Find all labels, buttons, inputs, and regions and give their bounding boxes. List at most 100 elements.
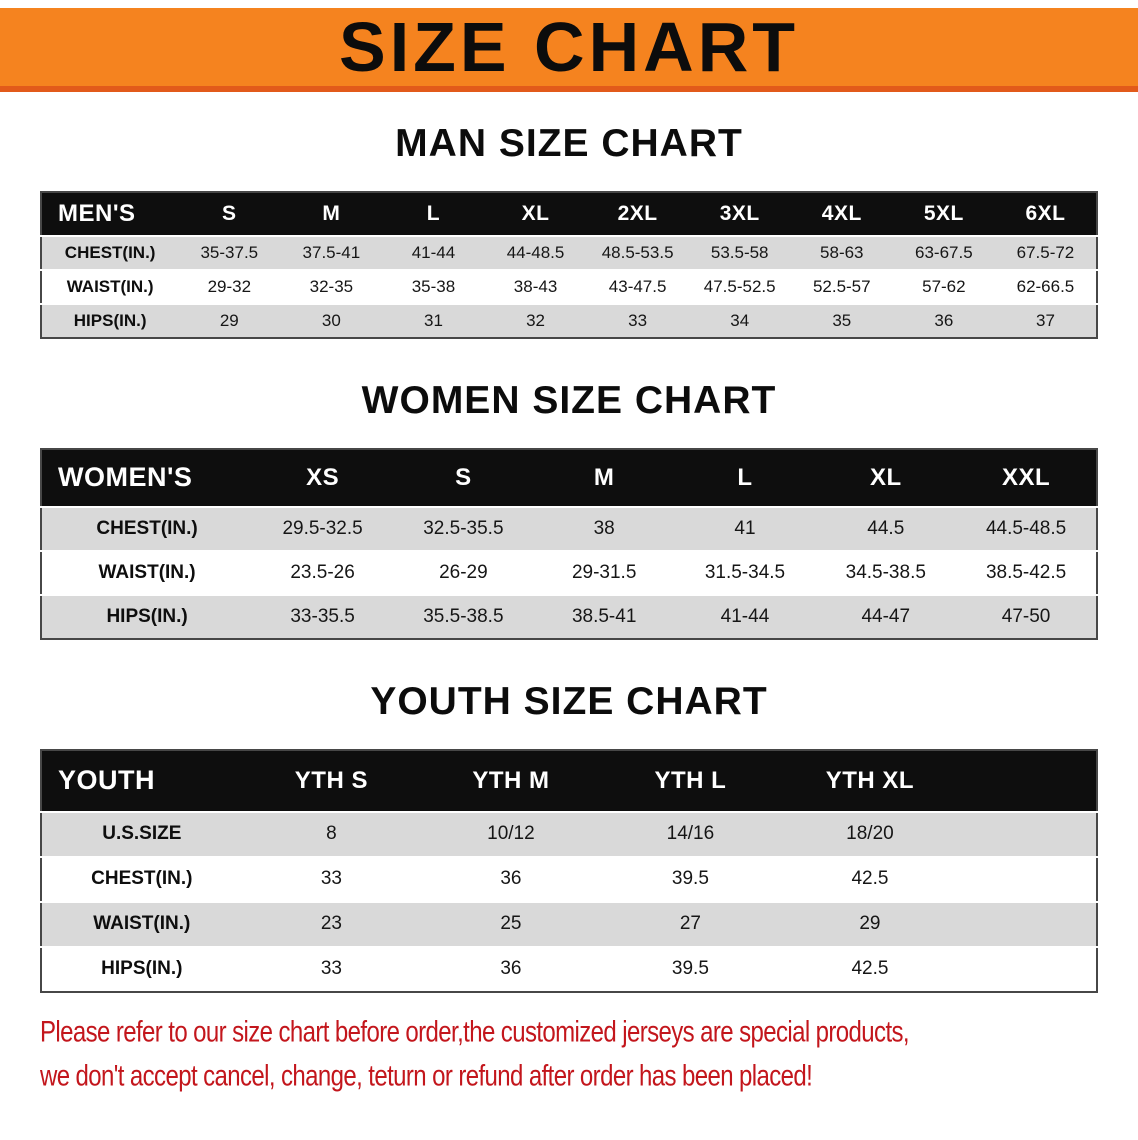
size-cell: 14/16 (600, 811, 781, 857)
size-cell: 35-38 (411, 276, 456, 296)
size-cell: 29-31.5 (571, 561, 637, 583)
size-cell: 36 (500, 868, 522, 890)
men-hips-row: HIPS(IN.) 29 30 31 32 33 34 35 36 37 (41, 303, 1097, 338)
size-cell: 29.5-32.5 (252, 506, 393, 551)
row-label: WAIST(IN.) (41, 901, 242, 947)
size-column-header: L (674, 448, 816, 507)
size-cell: 42.5 (851, 868, 889, 890)
youth-chest-row: CHEST(IN.) 33 36 39.5 42.5 (41, 856, 1097, 902)
size-column-header: S (392, 448, 534, 507)
men-waist-row: WAIST(IN.) 29-32 32-35 35-38 38-43 43-47… (41, 269, 1097, 304)
size-cell: 27 (600, 901, 781, 947)
size-cell: 37.5-41 (280, 235, 383, 270)
size-cell: 42.5 (851, 958, 889, 980)
women-section-heading: WOMEN SIZE CHART (361, 378, 777, 422)
size-chart-banner: SIZE CHART (0, 8, 1138, 92)
youth-section-heading: YOUTH SIZE CHART (370, 679, 768, 723)
size-cell: 38-43 (513, 276, 558, 296)
size-cell: 35.5-38.5 (392, 594, 534, 639)
size-cell: 43-47.5 (608, 276, 667, 296)
men-size-table: MEN'S S M L XL 2XL 3XL 4XL 5XL 6XL CHEST… (40, 190, 1098, 339)
size-column-header: 4XL (790, 191, 893, 236)
size-cell: 53.5-58 (688, 235, 791, 270)
size-cell: 23 (241, 901, 422, 947)
size-cell: 41 (674, 506, 816, 551)
size-cell: 47.5-52.5 (703, 276, 776, 296)
size-column-header: YTH S (241, 749, 422, 812)
women-waist-row: WAIST(IN.) 23.5-26 26-29 29-31.5 31.5-34… (41, 550, 1097, 595)
women-hips-row: HIPS(IN.) 33-35.5 35.5-38.5 38.5-41 41-4… (41, 594, 1097, 639)
row-label: WAIST(IN.) (66, 276, 154, 296)
size-column-header: XL (484, 191, 587, 236)
row-label: U.S.SIZE (41, 811, 242, 857)
disclaimer-line-2: we don't accept cancel, change, teturn o… (40, 1059, 813, 1093)
size-cell: 33 (586, 303, 689, 338)
size-cell: 38 (533, 506, 675, 551)
size-column-header: M (280, 191, 383, 236)
size-cell: 32-35 (309, 276, 354, 296)
size-cell: 25 (421, 901, 601, 947)
spacer-cell (959, 749, 1097, 812)
size-cell: 33 (320, 868, 342, 890)
youth-waist-row: WAIST(IN.) 23 25 27 29 (41, 901, 1097, 947)
youth-header-row: YOUTH YTH S YTH M YTH L YTH XL (41, 749, 1097, 812)
row-label: CHEST(IN.) (41, 506, 253, 551)
size-cell: 44-47 (815, 594, 957, 639)
men-header-row: MEN'S S M L XL 2XL 3XL 4XL 5XL 6XL (41, 191, 1097, 236)
size-column-header: YTH M (421, 749, 601, 812)
size-cell: 63-67.5 (892, 235, 995, 270)
size-cell: 32 (484, 303, 587, 338)
size-cell: 57-62 (922, 276, 966, 296)
size-cell: 30 (280, 303, 383, 338)
size-cell: 39.5 (671, 868, 709, 890)
disclaimer-line-1: Please refer to our size chart before or… (40, 1015, 910, 1049)
row-label: HIPS(IN.) (41, 303, 179, 338)
size-cell: 39.5 (671, 958, 709, 980)
size-column-header: L (382, 191, 485, 236)
page-title: SIZE CHART (339, 8, 799, 86)
women-size-table: WOMEN'S XS S M L XL XXL CHEST(IN.) 29.5-… (40, 447, 1098, 640)
size-cell: 52.5-57 (812, 276, 871, 296)
size-column-header: S (178, 191, 281, 236)
size-column-header: YTH L (600, 749, 781, 812)
size-cell: 38.5-42.5 (985, 561, 1067, 583)
size-cell: 44.5-48.5 (956, 506, 1097, 551)
size-cell: 23.5-26 (290, 561, 355, 583)
row-label: HIPS(IN.) (41, 594, 253, 639)
size-cell: 31 (382, 303, 485, 338)
size-cell: 29 (178, 303, 281, 338)
size-cell: 18/20 (780, 811, 960, 857)
size-column-header: 5XL (892, 191, 995, 236)
disclaimer-note: Please refer to our size chart before or… (40, 1011, 1138, 1099)
size-column-header: 2XL (586, 191, 689, 236)
size-cell: 36 (500, 958, 522, 980)
size-cell: 41-44 (674, 594, 816, 639)
size-cell: 35-37.5 (178, 235, 281, 270)
men-table-title: MEN'S (41, 191, 179, 236)
size-cell: 37 (994, 303, 1097, 338)
size-cell: 62-66.5 (1016, 276, 1075, 296)
youth-table-title: YOUTH (41, 749, 242, 812)
size-column-header: XS (252, 448, 393, 507)
youth-size-table: YOUTH YTH S YTH M YTH L YTH XL U.S.SIZE … (40, 748, 1098, 993)
size-cell: 31.5-34.5 (704, 561, 786, 583)
spacer-cell (960, 947, 1097, 992)
spacer-cell (959, 901, 1097, 947)
size-cell: 47-50 (956, 594, 1097, 639)
men-section-heading: MAN SIZE CHART (395, 122, 743, 165)
size-cell: 33 (320, 958, 342, 980)
women-table-title: WOMEN'S (41, 448, 253, 507)
row-label: HIPS(IN.) (101, 958, 183, 980)
size-cell: 38.5-41 (533, 594, 675, 639)
size-column-header: 6XL (994, 191, 1097, 236)
size-cell: 29-32 (207, 276, 252, 296)
youth-ussize-row: U.S.SIZE 8 10/12 14/16 18/20 (41, 811, 1097, 857)
row-label: CHEST(IN.) (41, 235, 179, 270)
row-label: WAIST(IN.) (98, 561, 196, 583)
size-cell: 41-44 (382, 235, 485, 270)
size-cell: 32.5-35.5 (392, 506, 534, 551)
size-column-header: XL (815, 448, 957, 507)
size-cell: 67.5-72 (994, 235, 1097, 270)
row-label: CHEST(IN.) (91, 868, 193, 890)
size-column-header: 3XL (688, 191, 791, 236)
